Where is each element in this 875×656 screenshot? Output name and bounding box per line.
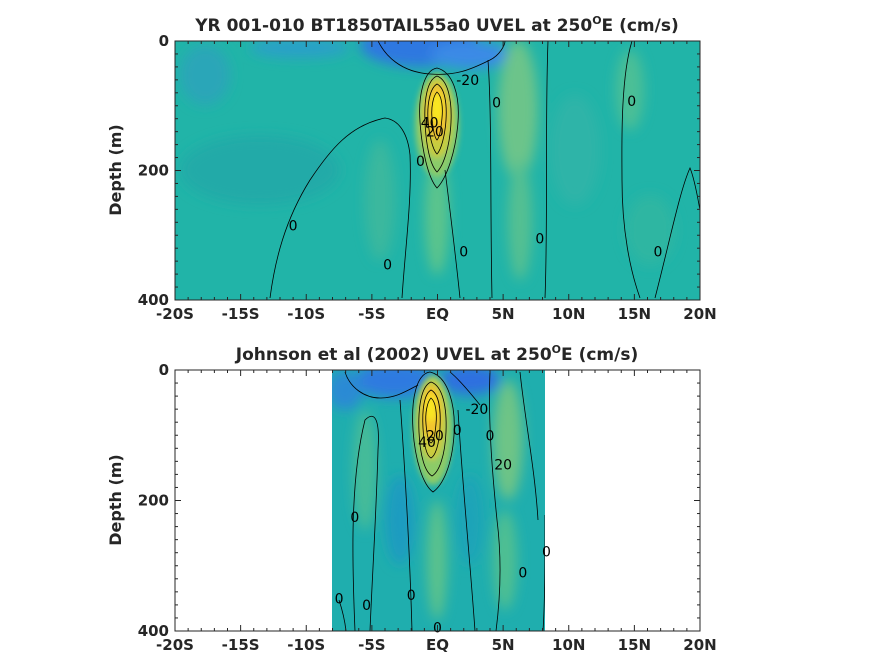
x-tick-label: -15S bbox=[222, 636, 260, 654]
contour-label: 20 bbox=[494, 458, 512, 474]
x-tick-label: -15S bbox=[222, 305, 260, 323]
y-tick-label: 400 bbox=[138, 622, 169, 640]
x-tick-label: 15N bbox=[618, 636, 651, 654]
x-tick-label: -10S bbox=[287, 636, 325, 654]
x-tick-label: -5S bbox=[358, 305, 385, 323]
x-tick-label: 20N bbox=[683, 305, 716, 323]
contour-label: -20 bbox=[465, 402, 488, 418]
contour-label: 0 bbox=[518, 565, 527, 581]
contour-label: 0 bbox=[535, 231, 544, 247]
panel-1: YR 001-010 BT1850TAIL55a0 UVEL at 250OE … bbox=[106, 14, 717, 323]
panel-1-heatmap bbox=[175, 41, 700, 300]
panel-2-heatmap bbox=[332, 370, 545, 631]
panel-1-contours bbox=[269, 41, 700, 299]
x-tick-label: 10N bbox=[552, 636, 585, 654]
panel-1-y-label: Depth (m) bbox=[106, 124, 125, 216]
y-tick-label: 400 bbox=[138, 291, 169, 309]
panel-2: Johnson et al (2002) UVEL at 250OE (cm/s… bbox=[106, 343, 717, 654]
y-tick-label: 0 bbox=[159, 32, 169, 50]
contour-label: 0 bbox=[350, 510, 359, 526]
contour-label: 0 bbox=[416, 154, 425, 170]
contour-label: 0 bbox=[407, 588, 416, 604]
contour-label: 20 bbox=[426, 125, 444, 141]
contour-label: 0 bbox=[289, 219, 298, 235]
x-tick-label: EQ bbox=[426, 305, 449, 323]
panel-1-x-axis: -20S -15S -10S -5S EQ 5N 10N 15N 20N bbox=[156, 41, 717, 323]
x-tick-label: EQ bbox=[426, 636, 449, 654]
x-tick-label: -20S bbox=[156, 305, 194, 323]
contour-label: 40 bbox=[418, 435, 436, 451]
contour-label: 20 bbox=[426, 428, 444, 444]
contour-label: 0 bbox=[453, 423, 462, 439]
panel-2-x-axis: -20S -15S -10S -5S EQ 5N 10N 15N 20N bbox=[156, 370, 717, 654]
contour-label: 0 bbox=[486, 428, 495, 444]
panel-2-title: Johnson et al (2002) UVEL at 250OE (cm/s… bbox=[235, 343, 638, 365]
x-tick-label: -20S bbox=[156, 636, 194, 654]
contour-label: 0 bbox=[383, 257, 392, 273]
x-tick-label: 15N bbox=[618, 305, 651, 323]
x-tick-label: 20N bbox=[683, 636, 716, 654]
contour-label: 40 bbox=[421, 116, 439, 132]
panel-2-y-label: Depth (m) bbox=[106, 454, 125, 546]
contour-label: 0 bbox=[335, 591, 344, 607]
contour-label: 0 bbox=[362, 598, 371, 614]
x-tick-label: 5N bbox=[492, 636, 515, 654]
y-tick-label: 0 bbox=[159, 361, 169, 379]
x-tick-label: 10N bbox=[552, 305, 585, 323]
y-tick-label: 200 bbox=[138, 162, 169, 180]
x-tick-label: 5N bbox=[492, 305, 515, 323]
y-tick-label: 200 bbox=[138, 492, 169, 510]
x-tick-label: -5S bbox=[358, 636, 385, 654]
x-tick-label: -10S bbox=[287, 305, 325, 323]
contour-label: 0 bbox=[492, 96, 501, 112]
contour-label: -20 bbox=[456, 73, 479, 89]
panel-2-contours bbox=[338, 371, 545, 631]
contour-label: 0 bbox=[627, 94, 636, 110]
contour-label: 0 bbox=[542, 544, 551, 560]
panel-1-title: YR 001-010 BT1850TAIL55a0 UVEL at 250OE … bbox=[194, 14, 679, 36]
contour-label: 0 bbox=[459, 244, 468, 260]
contour-label: 0 bbox=[654, 244, 663, 260]
